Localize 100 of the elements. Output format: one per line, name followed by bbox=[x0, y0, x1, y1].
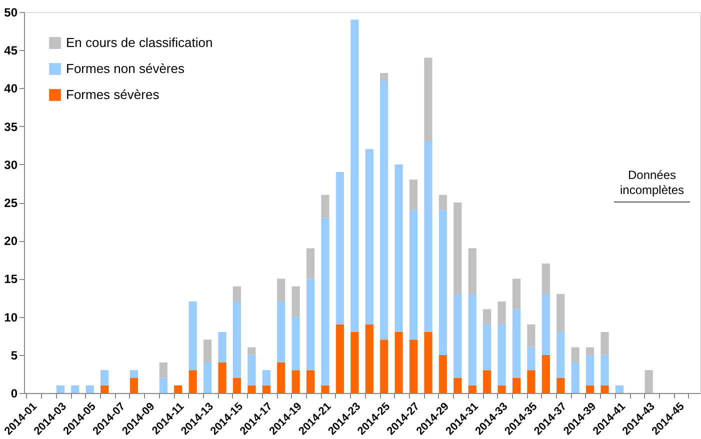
legend-label: Formes sévères bbox=[66, 87, 160, 102]
bar bbox=[468, 294, 476, 386]
y-tick-label: 25 bbox=[4, 196, 18, 210]
bar bbox=[203, 340, 212, 363]
bar bbox=[586, 347, 594, 355]
bar bbox=[512, 309, 521, 378]
bar bbox=[512, 378, 521, 393]
bar bbox=[203, 362, 212, 393]
bar bbox=[468, 385, 476, 393]
bar bbox=[248, 385, 256, 393]
bar bbox=[218, 362, 226, 393]
bar bbox=[571, 347, 580, 363]
bar bbox=[409, 340, 418, 393]
y-tick-label: 5 bbox=[10, 348, 18, 362]
bar bbox=[454, 202, 462, 294]
bar bbox=[438, 354, 447, 393]
bar bbox=[380, 80, 388, 340]
bar bbox=[174, 385, 182, 393]
bar bbox=[86, 385, 94, 393]
bar bbox=[321, 218, 330, 386]
y-tick-label: 0 bbox=[10, 386, 18, 400]
bar bbox=[277, 362, 286, 393]
bar bbox=[159, 362, 168, 378]
bar bbox=[350, 332, 359, 393]
bar bbox=[100, 385, 109, 393]
bar bbox=[336, 324, 344, 393]
bar bbox=[350, 20, 359, 332]
bar bbox=[542, 263, 550, 294]
bar bbox=[248, 347, 256, 355]
bar bbox=[483, 370, 492, 393]
bar bbox=[262, 385, 270, 393]
bar bbox=[409, 180, 418, 210]
bar bbox=[571, 362, 580, 393]
bar bbox=[424, 58, 432, 142]
bar bbox=[498, 385, 506, 393]
bar bbox=[454, 294, 462, 378]
y-tick-label: 35 bbox=[4, 120, 18, 134]
bar bbox=[527, 347, 536, 370]
bar bbox=[188, 370, 197, 393]
bar bbox=[365, 149, 374, 324]
bar bbox=[454, 378, 462, 393]
bar bbox=[365, 324, 374, 393]
bar bbox=[409, 210, 418, 340]
bar bbox=[438, 194, 447, 210]
bar bbox=[232, 378, 241, 393]
bar bbox=[556, 332, 565, 378]
bar bbox=[600, 354, 609, 386]
bar bbox=[424, 142, 432, 332]
bar bbox=[292, 316, 300, 370]
bar bbox=[232, 286, 241, 302]
bar bbox=[586, 385, 594, 393]
bar bbox=[424, 332, 432, 393]
bar bbox=[483, 309, 492, 324]
bar bbox=[71, 385, 80, 393]
bar bbox=[527, 370, 536, 393]
bar bbox=[232, 302, 241, 378]
bar bbox=[394, 332, 403, 393]
annotation: Données incomplètes bbox=[620, 168, 684, 197]
bar bbox=[130, 378, 138, 393]
bar bbox=[438, 210, 447, 355]
bar bbox=[262, 370, 270, 386]
bar bbox=[380, 72, 388, 81]
bar bbox=[248, 354, 256, 386]
bar bbox=[277, 302, 286, 363]
bar bbox=[292, 370, 300, 393]
bar bbox=[159, 378, 168, 393]
bar bbox=[556, 378, 565, 393]
bar bbox=[512, 278, 521, 310]
bar bbox=[644, 370, 653, 393]
legend-label: Formes non sévères bbox=[66, 61, 185, 76]
y-tick-label: 50 bbox=[4, 6, 18, 20]
bar bbox=[321, 194, 330, 218]
bar bbox=[556, 294, 565, 332]
bar bbox=[100, 370, 109, 386]
bar bbox=[380, 340, 388, 393]
bar bbox=[336, 172, 344, 324]
bar bbox=[527, 324, 536, 348]
bar bbox=[586, 354, 594, 386]
bar bbox=[600, 385, 609, 393]
y-tick-label: 20 bbox=[4, 234, 18, 248]
bar bbox=[306, 248, 315, 279]
bar bbox=[483, 324, 492, 370]
bar bbox=[306, 278, 315, 370]
bar bbox=[218, 332, 226, 363]
y-tick-label: 10 bbox=[4, 310, 18, 324]
bar bbox=[188, 302, 197, 370]
y-tick-label: 45 bbox=[4, 44, 18, 58]
bar bbox=[56, 385, 64, 393]
legend-label: En cours de classification bbox=[66, 35, 213, 50]
y-tick-label: 40 bbox=[4, 82, 18, 96]
bar bbox=[394, 164, 403, 332]
bar bbox=[277, 278, 286, 302]
bar bbox=[615, 385, 624, 393]
y-tick-label: 15 bbox=[4, 272, 18, 286]
bar bbox=[306, 370, 315, 393]
bar bbox=[321, 385, 330, 393]
bar bbox=[292, 286, 300, 317]
bar bbox=[498, 324, 506, 386]
bar bbox=[600, 332, 609, 355]
bar bbox=[542, 354, 550, 393]
